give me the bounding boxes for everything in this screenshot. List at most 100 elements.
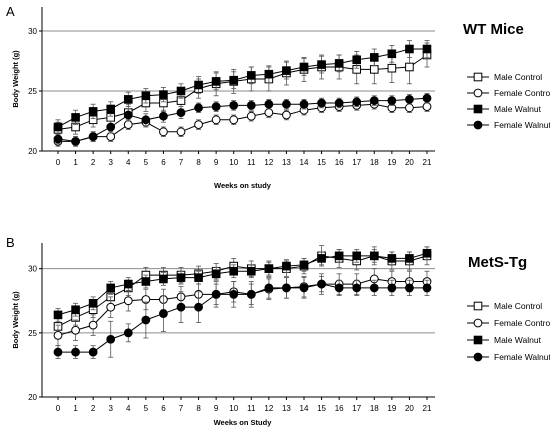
legend-label: Female Control <box>494 88 550 98</box>
data-point <box>405 283 414 293</box>
legend-marker <box>473 120 483 130</box>
data-point <box>106 302 116 312</box>
data-point <box>123 296 133 306</box>
data-point <box>88 347 98 357</box>
data-point <box>317 98 326 108</box>
data-point <box>405 103 414 113</box>
x-tick-label: 16 <box>335 404 344 413</box>
data-point <box>176 86 186 96</box>
data-point <box>141 277 151 286</box>
data-point <box>53 331 63 340</box>
data-point <box>194 103 203 113</box>
x-tick-label: 15 <box>317 404 326 413</box>
data-point <box>405 95 414 104</box>
data-point <box>194 80 203 90</box>
data-point <box>246 266 256 276</box>
data-point <box>141 315 151 325</box>
data-point <box>176 273 186 282</box>
data-point <box>299 62 309 72</box>
data-point <box>141 115 151 125</box>
legend-label: Male Control <box>494 72 542 82</box>
x-tick-label: 7 <box>179 158 184 167</box>
data-point <box>229 115 239 125</box>
x-tick-label: 7 <box>179 404 184 413</box>
x-tick-label: 19 <box>387 158 396 167</box>
x-tick-label: 1 <box>73 158 78 167</box>
x-axis-label: Weeks on Study <box>214 418 273 427</box>
series-line <box>58 283 427 353</box>
data-point <box>194 273 203 282</box>
x-tick-label: 4 <box>126 404 131 413</box>
x-tick-label: 4 <box>126 158 131 167</box>
series-line <box>57 278 427 336</box>
series-line <box>57 54 428 130</box>
x-tick-label: 5 <box>144 158 149 167</box>
data-point <box>159 111 168 121</box>
data-point <box>176 108 186 117</box>
legend-item: Male Walnut <box>467 335 542 345</box>
data-point <box>282 99 291 109</box>
y-tick-label: 30 <box>28 265 37 274</box>
y-tick-label: 25 <box>28 329 37 338</box>
legend-label: Female Walnut <box>494 352 550 362</box>
legend-item: Female Walnut <box>467 352 550 362</box>
data-point <box>123 95 133 104</box>
data-point <box>71 347 80 357</box>
x-tick-label: 14 <box>300 404 309 413</box>
series-line <box>57 97 428 142</box>
data-point <box>405 254 414 263</box>
legend: Male Control Female Control Male Walnut Fem… <box>467 301 550 362</box>
data-point <box>176 302 186 312</box>
data-point <box>334 98 344 108</box>
data-point <box>282 261 291 271</box>
data-point <box>229 101 239 110</box>
data-point <box>246 71 256 80</box>
x-tick-label: 17 <box>352 404 361 413</box>
data-point <box>141 91 151 101</box>
data-point <box>264 264 274 273</box>
data-point <box>123 110 133 120</box>
legend-marker <box>473 352 483 362</box>
data-point <box>229 75 239 85</box>
data-point <box>387 49 397 59</box>
y-axis-label: Body Weight (g) <box>11 291 20 349</box>
data-point <box>71 305 80 315</box>
data-point <box>422 248 432 258</box>
legend-marker <box>473 301 483 311</box>
data-point <box>405 62 414 72</box>
data-point <box>88 320 98 330</box>
data-point <box>369 65 379 74</box>
y-tick-label: 25 <box>28 87 37 96</box>
legend-label: Male Walnut <box>494 104 542 114</box>
x-tick-label: 3 <box>108 158 113 167</box>
data-point <box>422 44 432 54</box>
data-point <box>53 122 63 132</box>
legend-label: Male Control <box>494 301 542 311</box>
data-point <box>53 310 63 320</box>
legend-item: Male Control <box>467 301 542 311</box>
x-tick-label: 6 <box>161 404 166 413</box>
x-tick-label: 19 <box>387 404 396 413</box>
x-tick-label: 18 <box>370 158 379 167</box>
data-point <box>123 328 133 338</box>
legend-label: Male Walnut <box>494 335 542 345</box>
legend-item: Male Control <box>467 72 542 82</box>
data-point <box>422 283 432 293</box>
x-axis-label: Weeks on study <box>214 181 272 190</box>
data-point <box>211 102 221 111</box>
data-point <box>229 289 239 299</box>
data-point <box>246 101 256 110</box>
data-point <box>264 283 274 293</box>
x-tick-label: 0 <box>56 404 61 413</box>
data-point <box>106 283 116 293</box>
x-tick-label: 13 <box>282 158 291 167</box>
data-point <box>88 299 98 308</box>
data-point <box>211 269 221 279</box>
data-point <box>246 289 256 299</box>
series-male-walnut <box>53 246 432 322</box>
data-point <box>176 127 186 137</box>
data-point <box>71 137 80 146</box>
